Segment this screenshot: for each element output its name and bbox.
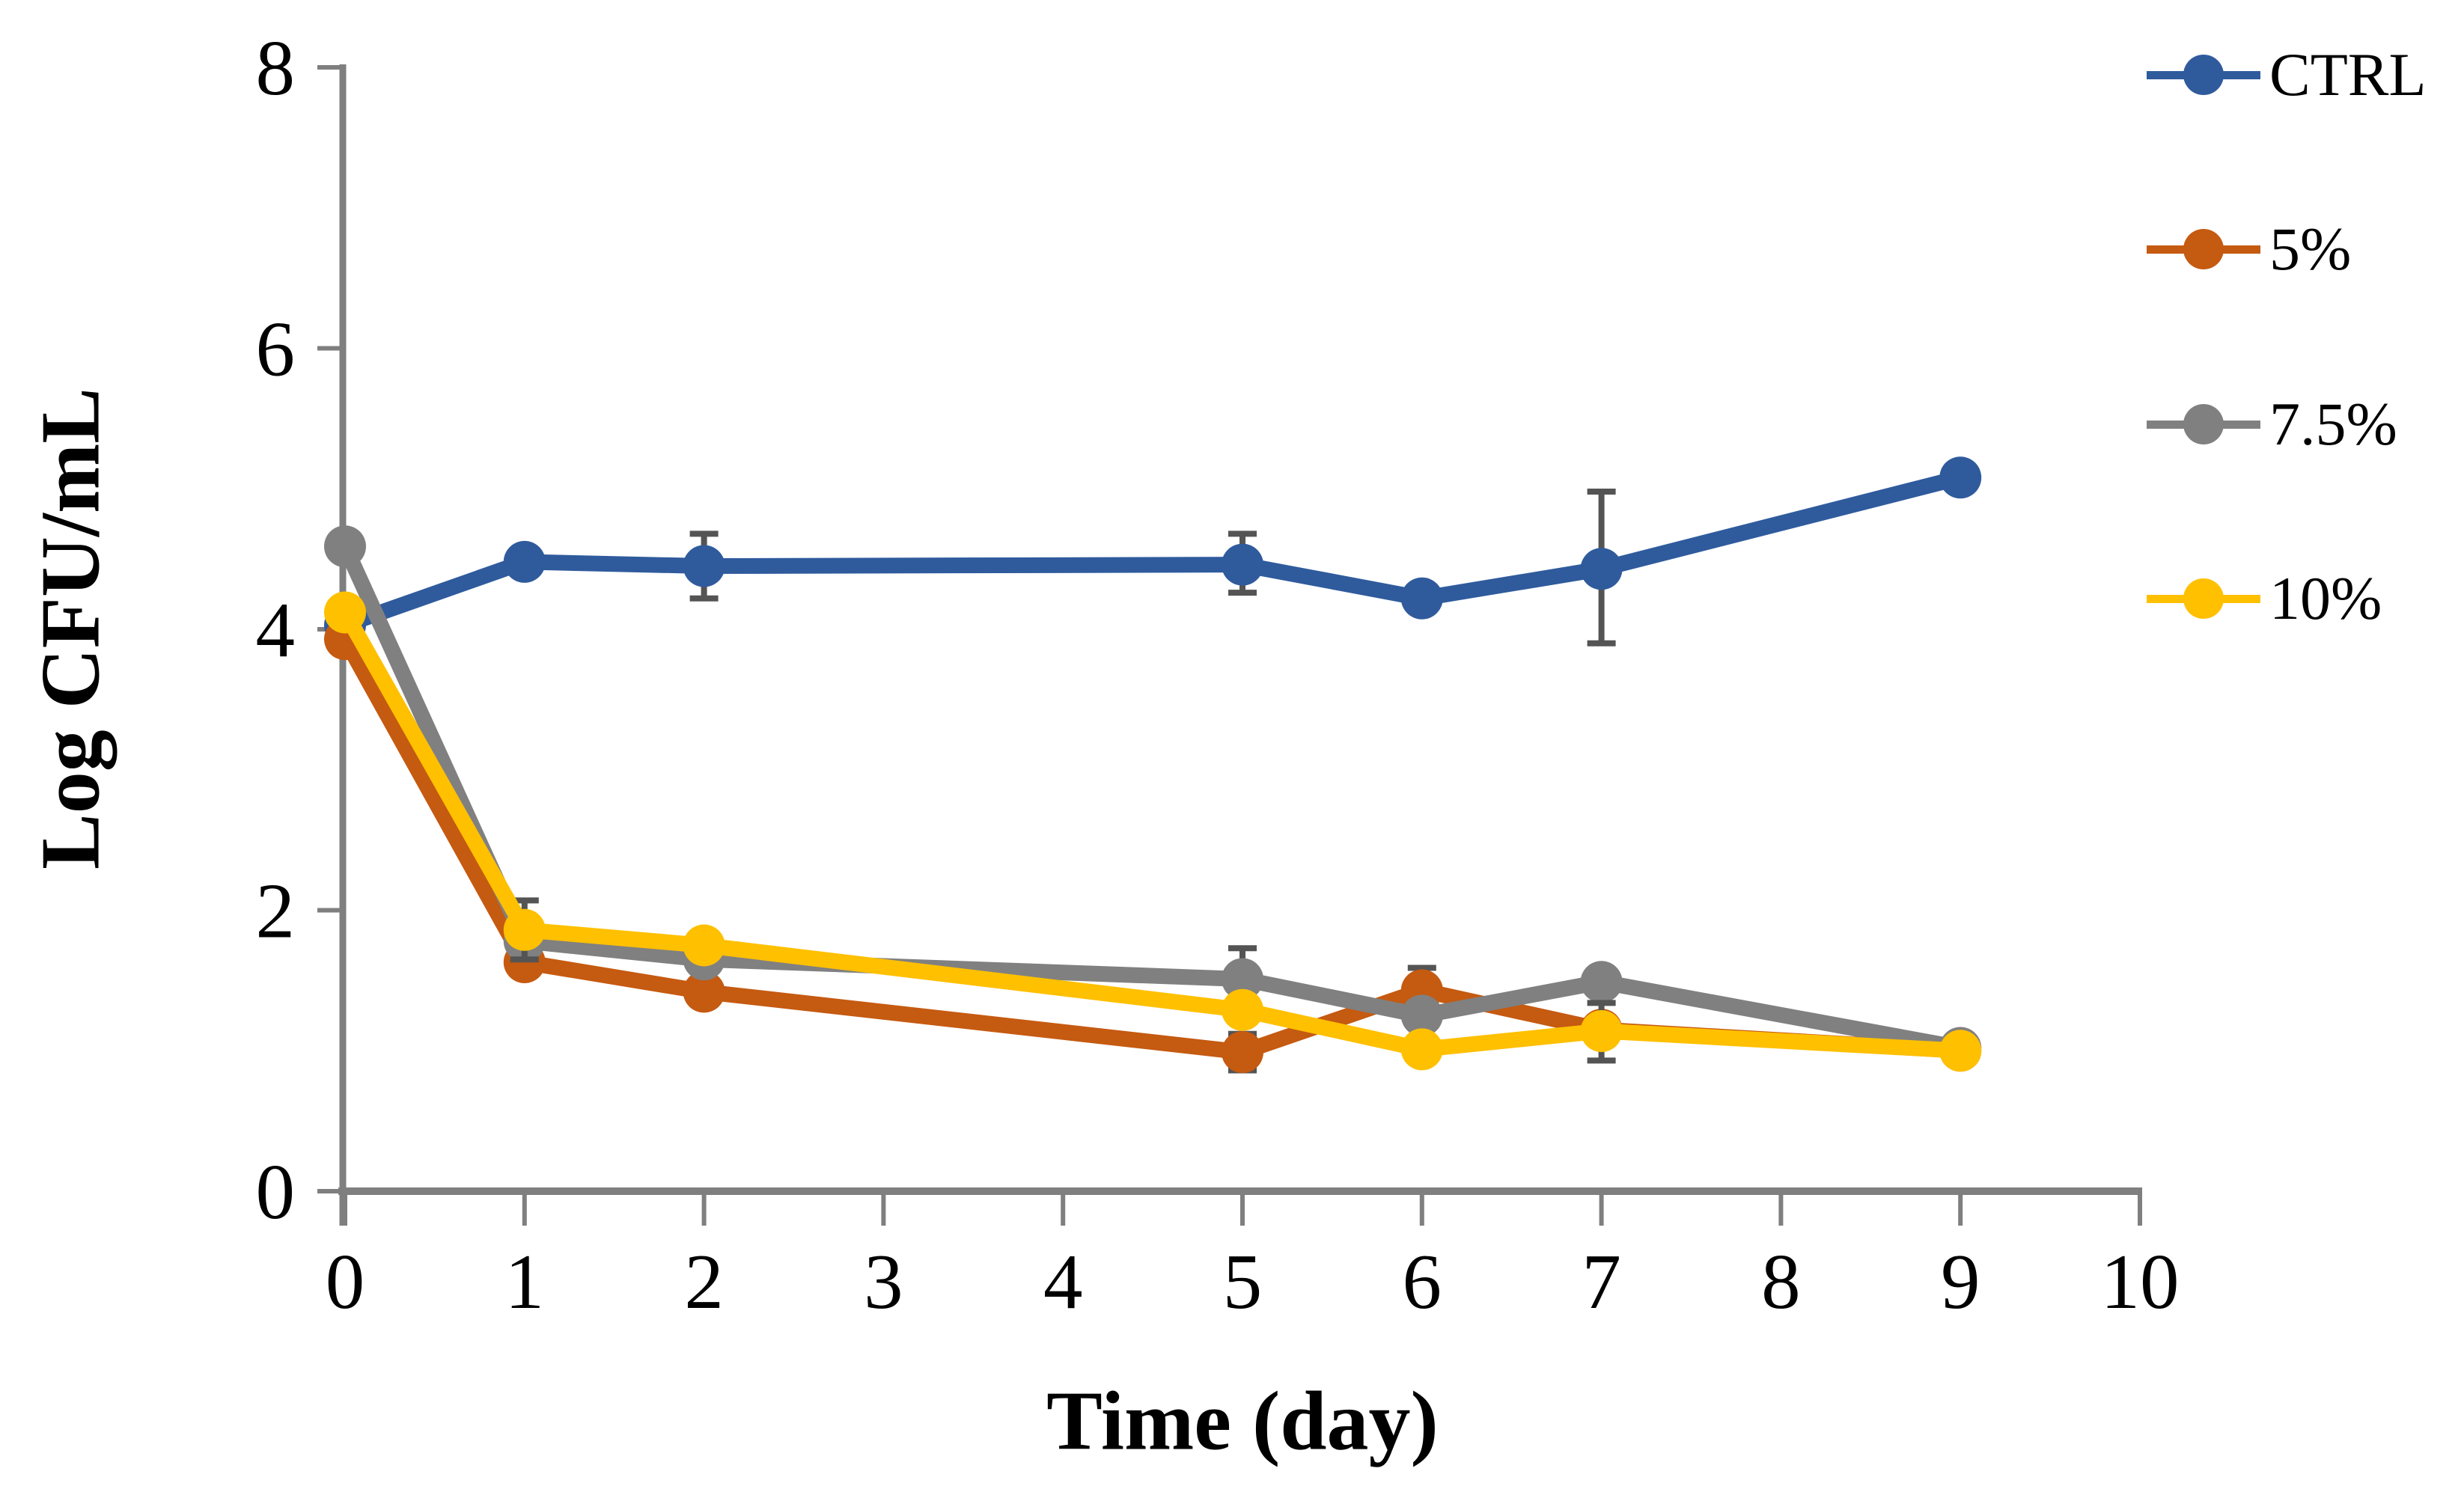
legend-item-ctrl: CTRL [2147,34,2427,116]
legend-label-ctrl: CTRL [2269,40,2427,108]
legend-marker-icon [2183,229,2224,269]
legend-swatch-5pct [2147,229,2260,269]
data-point-10%-day9 [1939,1030,1982,1072]
legend-marker-icon [2183,578,2224,619]
data-point-10%-day5 [1222,988,1263,1031]
x-tick-label-7: 7 [1582,1238,1621,1325]
x-tick-label-6: 6 [1403,1238,1442,1325]
data-point-5%-day2 [683,970,725,1013]
legend-marker-icon [2183,404,2224,444]
x-tick-label-0: 0 [326,1238,365,1325]
legend-label-7-5pct: 7.5% [2269,390,2397,458]
legend-item-10pct: 10% [2147,557,2382,640]
legend-label-5pct: 5% [2269,215,2352,283]
data-point-CTRL-day7 [1580,548,1623,590]
series-line-10% [337,604,1969,1059]
x-tick-label-10: 10 [2101,1238,2180,1325]
data-point-CTRL-day5 [1222,543,1263,586]
x-tick-label-1: 1 [505,1238,545,1325]
legend-item-7-5pct: 7.5% [2147,383,2397,465]
series-line-5% [337,631,1969,1060]
x-tick-label-4: 4 [1043,1238,1083,1325]
y-tick-label-8: 8 [256,24,296,111]
legend-swatch-7-5pct [2147,404,2260,444]
x-tick-label-3: 3 [864,1238,903,1325]
data-point-7.5%-day7 [1580,961,1623,1003]
data-point-CTRL-day2 [683,545,725,587]
data-point-10%-day0 [324,591,366,634]
legend-swatch-10pct [2147,578,2260,619]
x-tick-label-8: 8 [1761,1238,1801,1325]
data-point-CTRL-day6 [1400,577,1443,620]
data-point-7.5%-day0 [324,525,366,568]
data-point-10%-day6 [1400,1028,1443,1071]
data-point-10%-day2 [683,924,725,967]
legend-marker-icon [2183,55,2224,95]
legend-swatch-ctrl [2147,55,2260,95]
x-axis-title: Time (day) [1046,1375,1439,1468]
x-tick-label-2: 2 [684,1238,724,1325]
y-tick-label-2: 2 [256,867,296,955]
x-tick-label-5: 5 [1223,1238,1263,1325]
y-axis-title: Log CFU/mL [24,388,118,869]
data-point-10%-day1 [503,908,546,951]
series-line-CTRL [337,469,1969,633]
data-point-CTRL-day9 [1939,456,1982,499]
data-point-10%-day7 [1580,1009,1623,1052]
data-point-5%-day5 [1222,1031,1263,1074]
y-tick-label-6: 6 [256,305,296,393]
y-tick-label-4: 4 [256,586,296,673]
legend-label-10pct: 10% [2269,564,2382,632]
data-point-7.5%-day5 [1222,958,1263,1000]
data-point-CTRL-day1 [503,540,546,583]
data-point-7.5%-day6 [1400,994,1443,1037]
legend-item-5pct: 5% [2147,208,2351,290]
y-tick-label-0: 0 [256,1148,296,1235]
x-tick-label-9: 9 [1941,1238,1980,1325]
